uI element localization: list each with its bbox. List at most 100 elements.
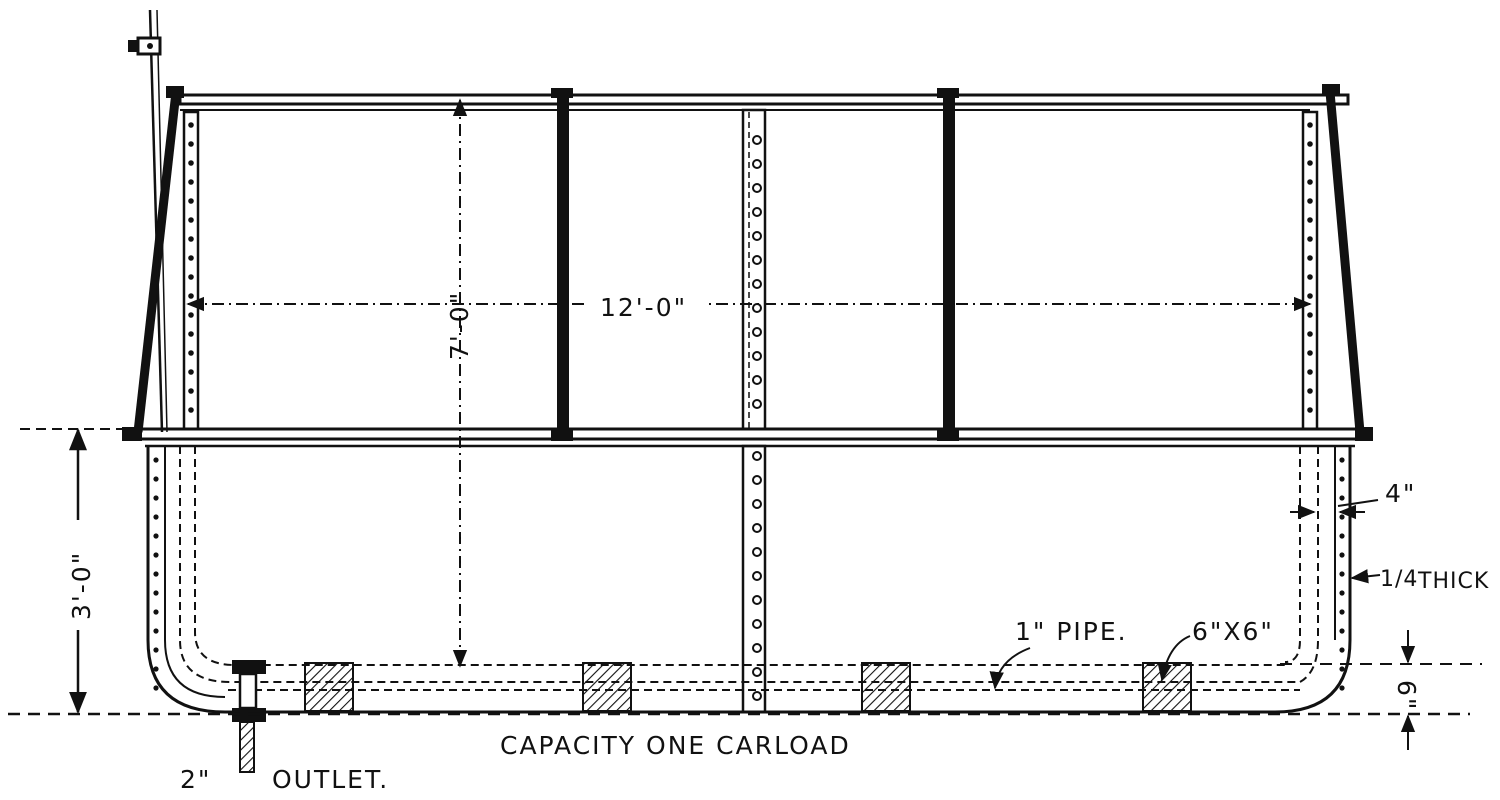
rivet [752,667,762,677]
rivet [1339,514,1345,520]
timber-block [582,662,632,712]
rivet [1307,388,1313,394]
rivet [1307,141,1313,147]
rivet [752,595,762,605]
rivet [153,514,159,520]
rivet [752,183,762,193]
rivet [1307,217,1313,223]
rivet [1339,590,1345,596]
label-outlet-size: 2" [180,765,211,794]
rivet [153,533,159,539]
rivet [752,303,762,313]
rivet [188,141,194,147]
label-width: 12'-0" [600,293,687,322]
rivet [752,499,762,509]
rivet [188,236,194,242]
rivet [188,160,194,166]
rivet [188,388,194,394]
dimensions [8,98,1482,750]
label-timber: 6"X6" [1192,617,1274,646]
rivet [1339,476,1345,482]
rivet [1339,552,1345,558]
rivet [752,399,762,409]
rivet [1339,609,1345,615]
rivet [153,647,159,653]
rivet [752,135,762,145]
label-capacity: CAPACITY ONE CARLOAD [500,731,851,760]
tank-inner-wall [164,446,226,698]
rivet [188,179,194,185]
vertical-bar-2 [943,96,955,436]
rivet [1307,350,1313,356]
right-stay [1301,110,1319,431]
middle-rail [133,427,1372,441]
rivet [1339,666,1345,672]
rivet [752,231,762,241]
rivet [188,331,194,337]
rivet [153,685,159,691]
rivet [153,476,159,482]
rivet [1339,647,1345,653]
rivet [1307,179,1313,185]
rivet [752,279,762,289]
heating-pipe-left [179,446,1300,683]
rivet [752,643,762,653]
rivet [1339,457,1345,463]
rivet [188,198,194,204]
rivet [188,122,194,128]
left-stay [182,110,200,431]
rivet [153,457,159,463]
valve-handle-icon [128,36,162,56]
rivet [188,293,194,299]
rivet [752,475,762,485]
rivet [752,255,762,265]
rivet [1339,495,1345,501]
rivet [1307,274,1313,280]
rivet [752,523,762,533]
timber-block [1142,662,1192,712]
rivet [1307,331,1313,337]
outlet-pipe [232,660,266,773]
label-height-top: 7'-0" [445,291,474,360]
rivet [752,351,762,361]
rivet [1307,160,1313,166]
label-bottom-gap: 6" [1392,680,1421,711]
label-outlet: OUTLET. [272,765,389,794]
rivet [153,609,159,615]
rivet [1307,236,1313,242]
rivet [752,691,762,701]
label-pipe: 1" PIPE. [1015,617,1128,646]
tank-body [146,444,1352,773]
rivet [1307,312,1313,318]
rivet [1339,571,1345,577]
rivet [752,327,762,337]
rivet [1339,685,1345,691]
vertical-bar-1 [557,96,569,436]
rivet [153,552,159,558]
rivet [1307,293,1313,299]
rivet [188,407,194,413]
rivet [1307,122,1313,128]
rivet [752,547,762,557]
center-strap-upper [741,108,767,431]
rivet [188,369,194,375]
rivet [752,571,762,581]
timber-block [861,662,911,712]
rivet [153,495,159,501]
labels: 7'-0" 12'-0" 3'-0" 4" 1/4 THICK 1" PIPE.… [60,284,1488,794]
rivet [188,274,194,280]
rivet [188,312,194,318]
vent-rod [148,9,164,433]
heating-pipe-right [1284,446,1301,663]
rivet [188,255,194,261]
label-thickness-fraction: 1/4 [1380,567,1418,592]
upper-frame [122,9,1373,448]
rivet [1339,628,1345,634]
rivet [1307,255,1313,261]
rivet [1339,533,1345,539]
label-wall-gap: 4" [1385,479,1416,508]
timber-block [304,662,354,712]
rivet [153,628,159,634]
rivet [188,350,194,356]
